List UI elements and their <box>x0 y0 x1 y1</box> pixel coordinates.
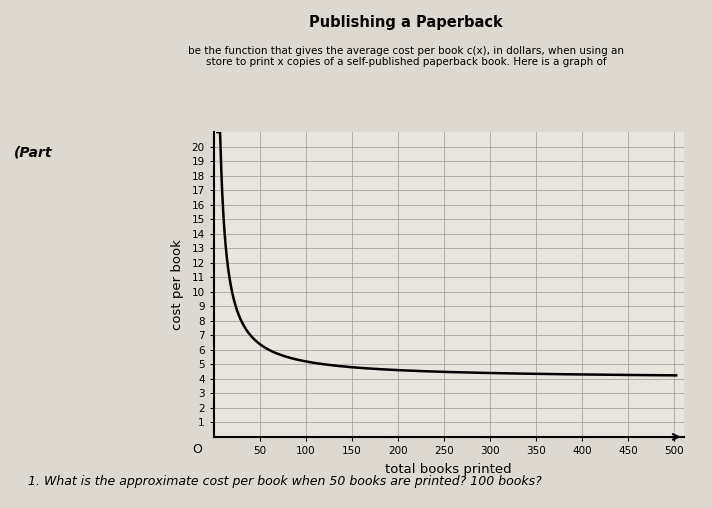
Y-axis label: cost per book: cost per book <box>172 239 184 330</box>
Text: O: O <box>192 443 202 457</box>
X-axis label: total books printed: total books printed <box>385 463 512 476</box>
Text: 1. What is the approximate cost per book when 50 books are printed? 100 books?: 1. What is the approximate cost per book… <box>28 474 543 488</box>
Text: Publishing a Paperback: Publishing a Paperback <box>309 15 503 30</box>
Text: be the function that gives the average cost per book c(x), in dollars, when usin: be the function that gives the average c… <box>188 46 624 68</box>
Text: (Part: (Part <box>14 145 53 160</box>
